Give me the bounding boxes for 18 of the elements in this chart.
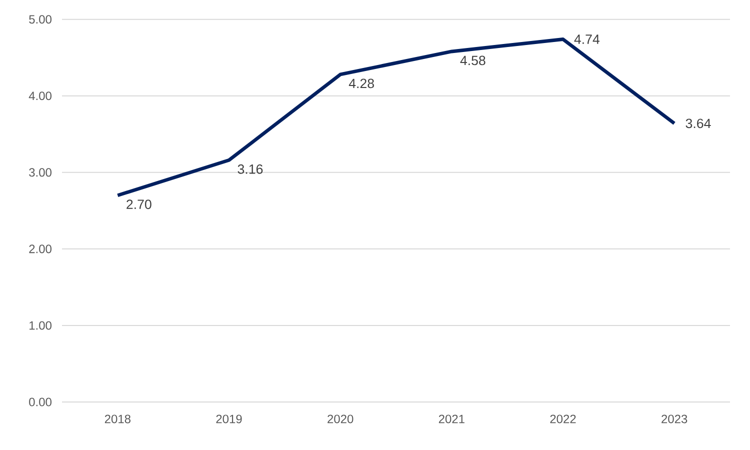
y-tick-label: 4.00 xyxy=(28,92,52,100)
data-label: 4.28 xyxy=(348,78,374,88)
y-tick-label: 0.00 xyxy=(29,398,52,406)
x-tick-label: 2022 xyxy=(550,414,576,424)
y-tick-label: 5.00 xyxy=(29,15,52,24)
data-label: 3.64 xyxy=(686,118,711,128)
y-tick-label: 3.00 xyxy=(29,168,52,177)
y-tick-label: 1.00 xyxy=(30,321,52,330)
data-label: 2.70 xyxy=(126,200,152,210)
x-tick-label: 2020 xyxy=(328,414,354,424)
x-tick-label: 2018 xyxy=(104,414,130,424)
x-tick-label: 2019 xyxy=(216,414,242,424)
data-label: 4.58 xyxy=(460,56,486,66)
y-tick-label: 2.00 xyxy=(29,244,52,254)
x-tick-label: 2021 xyxy=(438,414,464,424)
x-tick-label: 2023 xyxy=(662,414,688,424)
data-label: 4.74 xyxy=(574,34,600,44)
data-label: 3.16 xyxy=(238,164,263,174)
